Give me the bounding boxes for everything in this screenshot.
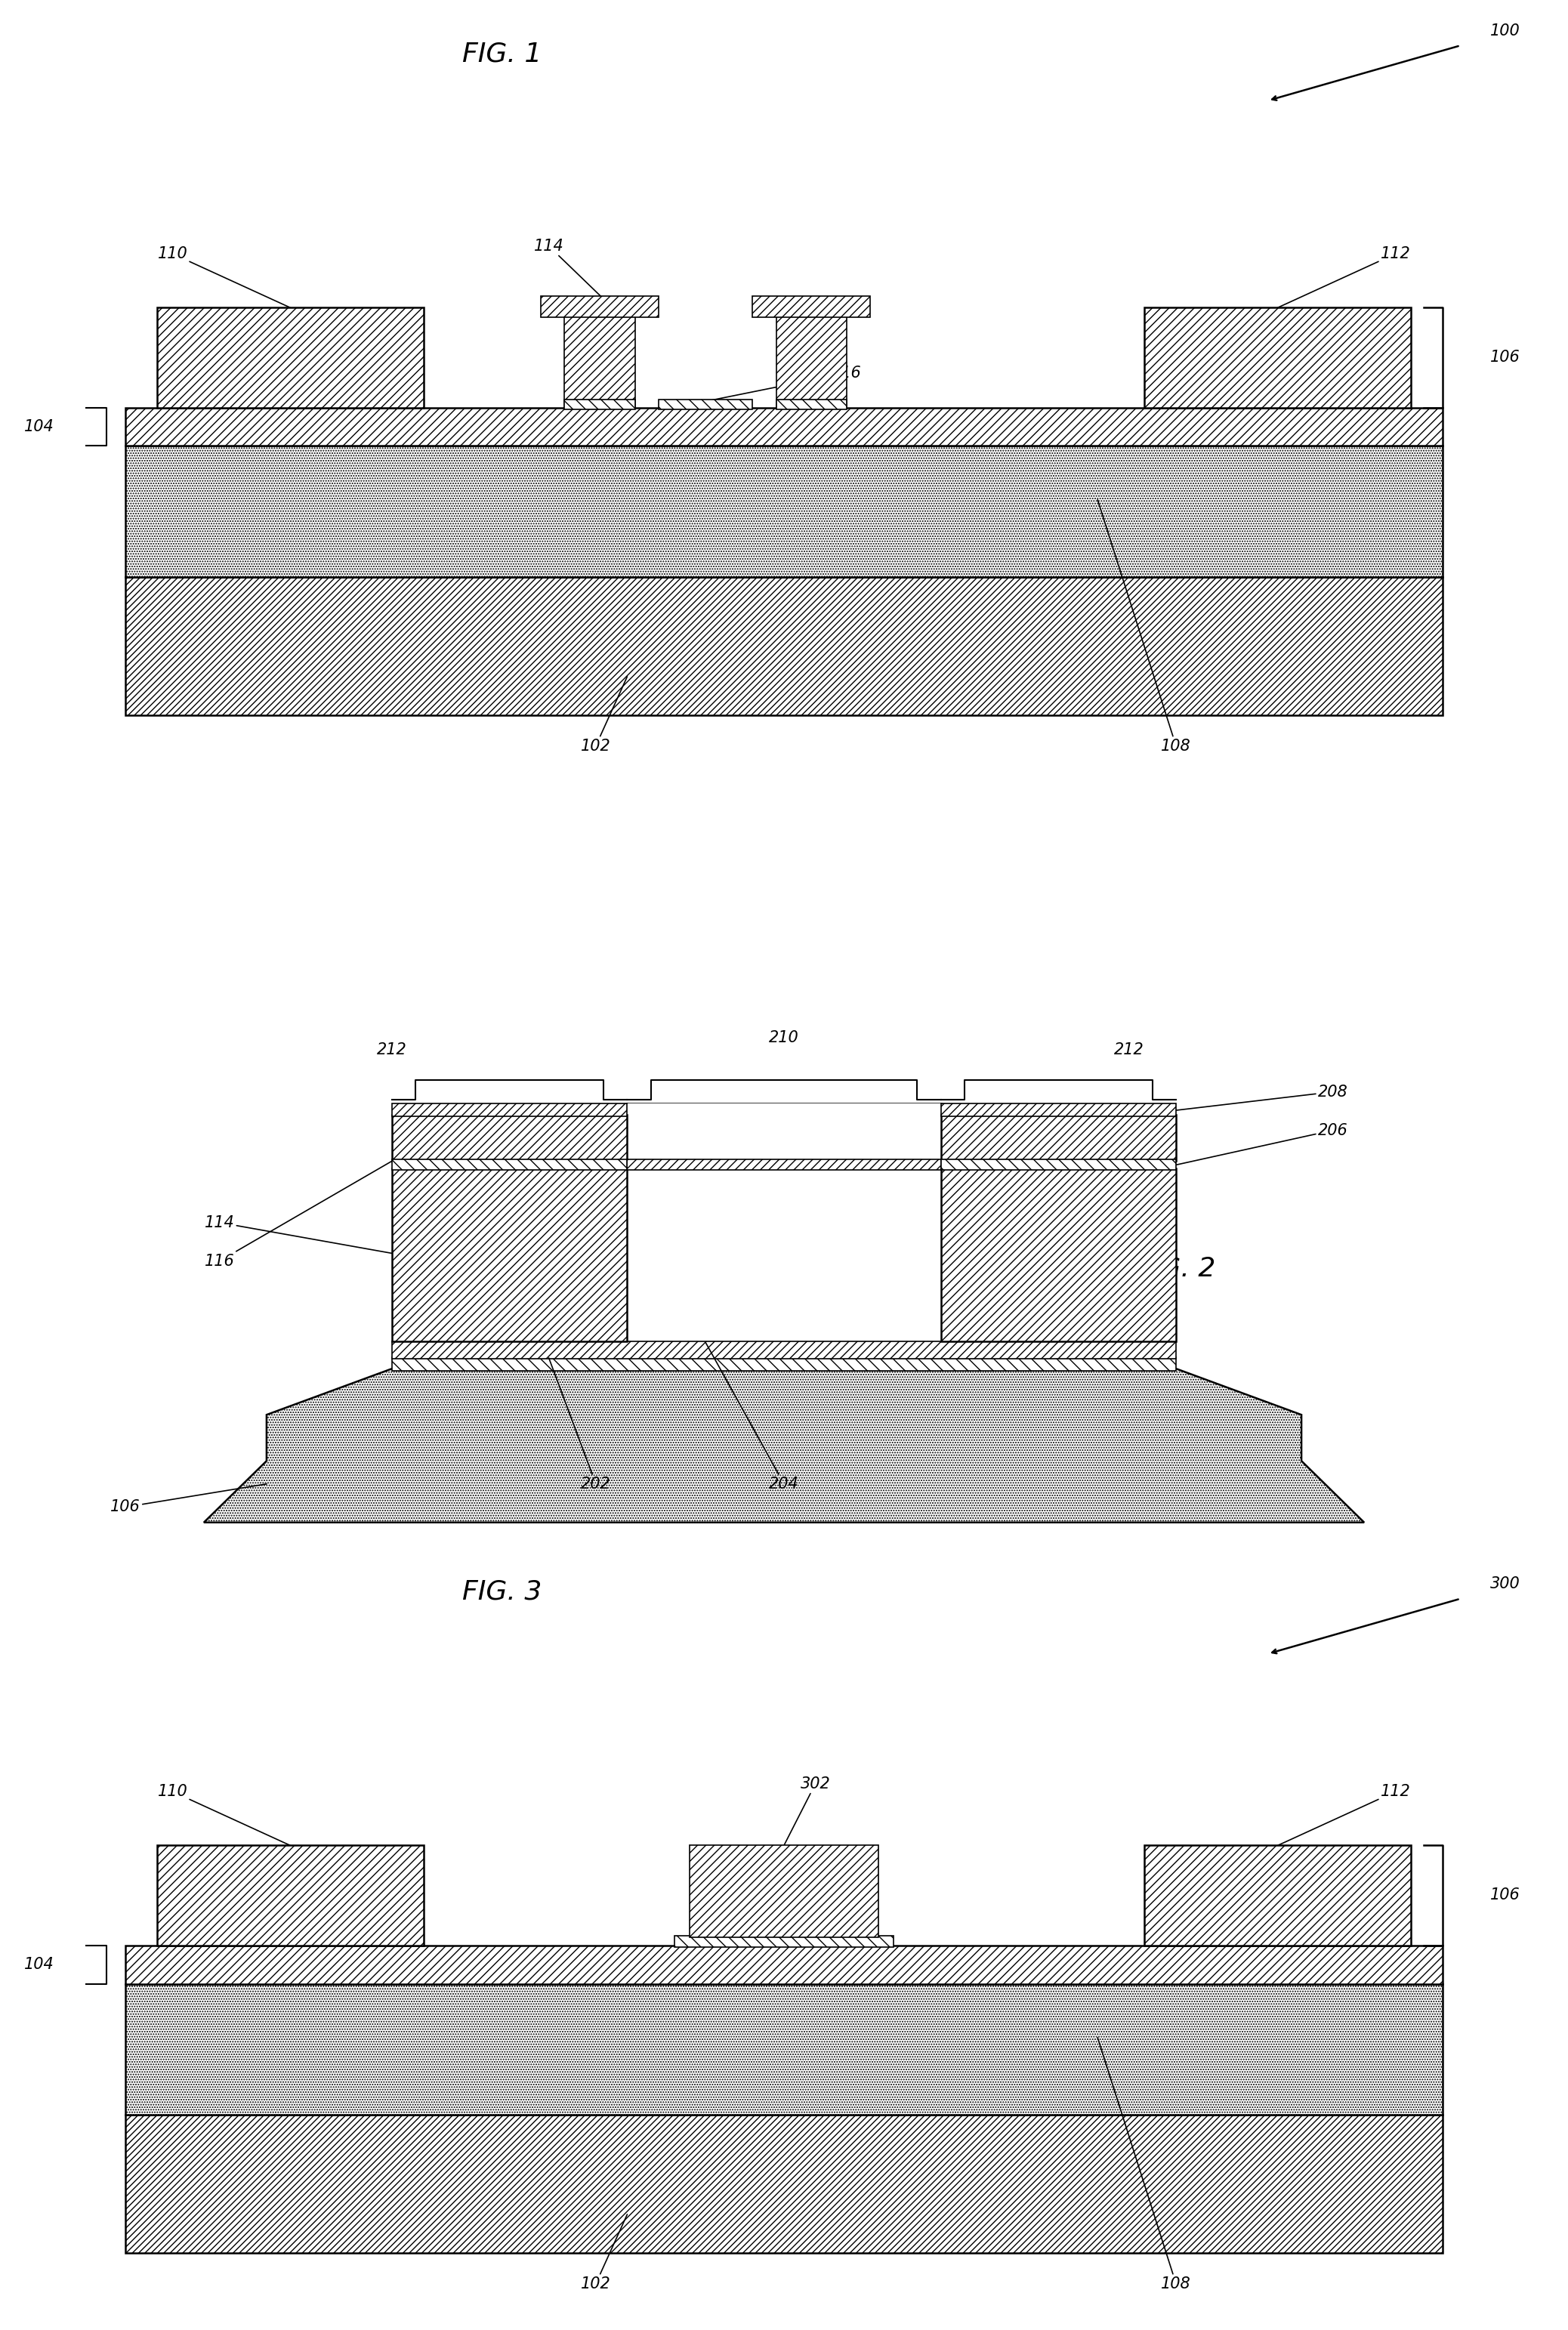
Bar [392, 1342, 1176, 1358]
Bar [674, 1936, 894, 1948]
Text: 116: 116 [706, 366, 862, 401]
Bar [941, 1116, 1176, 1160]
Text: 108: 108 [1098, 2036, 1192, 2290]
Text: 112: 112 [1278, 247, 1411, 308]
Bar [125, 1946, 1443, 1983]
Text: FIG. 2: FIG. 2 [1137, 1256, 1215, 1282]
Text: 300: 300 [1490, 1577, 1521, 1591]
Bar [659, 401, 753, 410]
Bar [941, 1160, 1176, 1170]
Text: 212: 212 [1113, 1042, 1145, 1058]
Bar [392, 1160, 627, 1170]
Bar [125, 408, 1443, 445]
Bar [125, 445, 1443, 578]
Bar [541, 296, 659, 317]
Bar [941, 1170, 1176, 1342]
Text: 106: 106 [1490, 350, 1521, 366]
Bar [392, 1170, 627, 1342]
Bar [627, 1104, 941, 1160]
Text: 208: 208 [1176, 1083, 1348, 1111]
Bar [1145, 308, 1411, 408]
Bar [776, 401, 847, 410]
Bar [564, 401, 635, 410]
Text: 114: 114 [533, 238, 601, 296]
Text: 102: 102 [580, 676, 627, 753]
Bar [157, 1845, 423, 1946]
Bar [125, 578, 1443, 715]
Text: 102: 102 [580, 2214, 627, 2290]
Bar [564, 315, 635, 408]
Text: 106: 106 [110, 1484, 267, 1514]
Text: 106: 106 [1490, 1887, 1521, 1904]
Text: 302: 302 [784, 1775, 831, 1845]
Text: 112: 112 [1278, 1785, 1411, 1845]
Text: FIG. 1: FIG. 1 [463, 42, 541, 68]
Bar [392, 1116, 627, 1160]
Bar [1145, 1845, 1411, 1946]
Text: 104: 104 [24, 419, 55, 433]
Bar [690, 1845, 878, 1939]
Text: 210: 210 [768, 1030, 800, 1046]
Text: 206: 206 [1176, 1123, 1348, 1165]
Bar [125, 1983, 1443, 2116]
Bar [627, 1160, 941, 1170]
Text: 110: 110 [157, 247, 290, 308]
Text: 114: 114 [204, 1214, 392, 1254]
Bar [753, 296, 870, 317]
Bar [392, 1104, 627, 1116]
Text: 108: 108 [1098, 501, 1192, 753]
Bar [392, 1356, 1176, 1370]
Text: 204: 204 [706, 1342, 800, 1491]
Text: 100: 100 [1490, 23, 1521, 37]
Text: 110: 110 [157, 1785, 290, 1845]
Bar [157, 308, 423, 408]
Text: 116: 116 [204, 1160, 392, 1268]
Text: FIG. 3: FIG. 3 [463, 1580, 541, 1605]
Polygon shape [204, 1368, 1364, 1521]
Bar [776, 315, 847, 408]
Text: 202: 202 [549, 1358, 612, 1491]
Text: 104: 104 [24, 1957, 55, 1971]
Bar [125, 2116, 1443, 2253]
Text: 212: 212 [376, 1042, 408, 1058]
Bar [941, 1104, 1176, 1116]
